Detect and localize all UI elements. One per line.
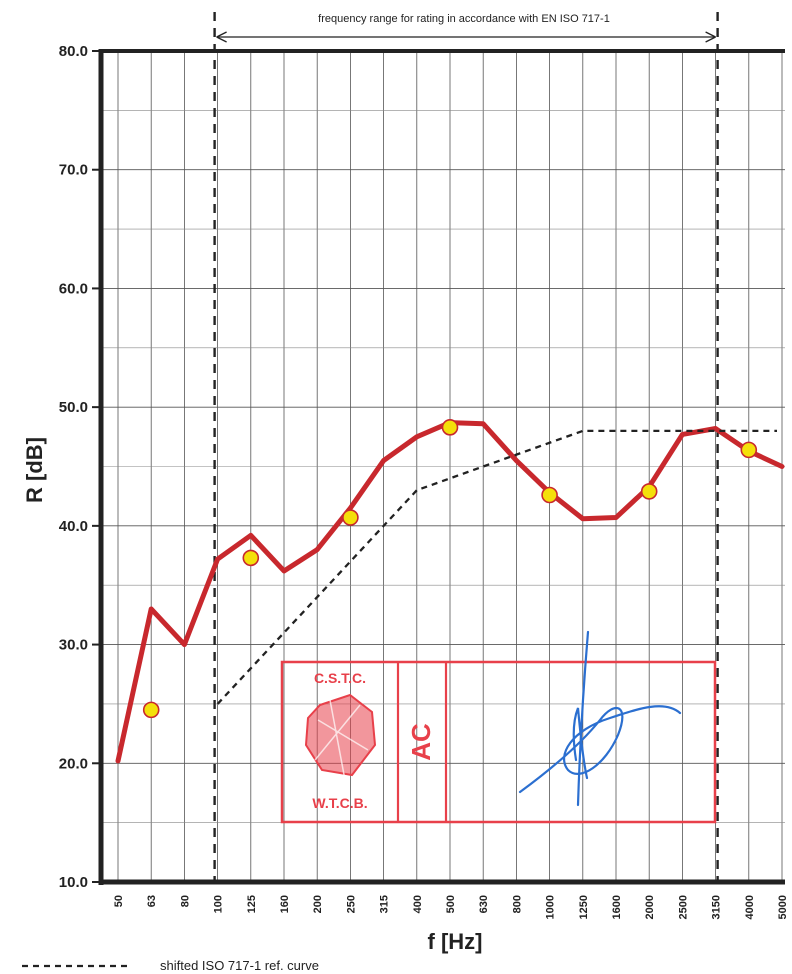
stamp-emblem-texture	[314, 699, 369, 781]
data-point	[740, 441, 758, 459]
y-tick-label: 70.0	[59, 162, 88, 179]
x-tick-label: 1000	[545, 895, 557, 919]
x-tick-label: 500	[445, 895, 457, 913]
x-tick-label: 250	[345, 895, 357, 913]
x-tick-label: 3150	[711, 895, 723, 919]
x-tick-label: 4000	[744, 895, 756, 919]
x-tick-label: 160	[279, 895, 291, 913]
data-point	[142, 701, 160, 719]
series-group	[115, 419, 785, 764]
stamp-middle-text: AC	[406, 723, 436, 761]
y-tick-label: 30.0	[59, 637, 88, 654]
axes	[98, 49, 785, 885]
x-axis-label: f [Hz]	[428, 929, 483, 954]
x-tick-label: 63	[146, 895, 158, 907]
y-tick-label: 50.0	[59, 399, 88, 416]
stamp-top-text: C.S.T.C.	[314, 670, 366, 686]
x-tick-label: 1250	[578, 895, 590, 919]
stamp-frame	[280, 660, 717, 824]
x-tick-label: 2000	[644, 895, 656, 919]
y-tick-label: 40.0	[59, 518, 88, 535]
stamp-emblem	[304, 693, 377, 777]
data-point	[242, 549, 260, 567]
rating-range	[213, 12, 719, 880]
x-tick-label: 315	[379, 895, 391, 913]
y-tick-label: 60.0	[59, 280, 88, 297]
grid	[101, 51, 785, 882]
rating-range-annotation: frequency range for rating in accordance…	[318, 13, 610, 25]
data-point	[541, 486, 558, 504]
x-tick-label: 50	[113, 895, 125, 907]
x-tick-labels: 50 63 80 100 125 160 200 250 315 400 500 630 800 1000…	[113, 895, 789, 919]
x-tick-label: 400	[412, 895, 424, 913]
data-point	[441, 419, 459, 436]
x-tick-label: 800	[511, 895, 523, 913]
arrowhead-left	[216, 31, 227, 43]
x-tick-label: 80	[179, 895, 191, 907]
y-tick-label: 20.0	[59, 755, 88, 772]
data-point	[640, 483, 658, 500]
y-axis-label: R [dB]	[22, 437, 47, 503]
x-tick-label: 125	[246, 895, 258, 913]
x-tick-label: 100	[213, 895, 225, 913]
y-tick-label: 10.0	[59, 874, 88, 891]
x-tick-label: 2500	[677, 895, 689, 919]
x-tick-label: 1600	[611, 895, 623, 919]
y-tick-label: 80.0	[59, 43, 88, 60]
x-tick-label: 630	[478, 895, 490, 913]
stamp-bottom-text: W.T.C.B.	[312, 795, 367, 811]
signature	[518, 630, 682, 807]
stamp-group: C.S.T.C. W.T.C.B. AC	[280, 630, 717, 824]
arrowhead-right	[705, 31, 716, 43]
x-tick-label: 5000	[777, 895, 789, 919]
x-tick-label: 200	[312, 895, 324, 913]
data-point	[342, 509, 359, 526]
legend-label: shifted ISO 717-1 ref. curve	[160, 958, 319, 973]
y-tick-labels: 10.0 20.0 30.0 40.0 50.0 60.0 70.0 80.0	[59, 43, 101, 891]
